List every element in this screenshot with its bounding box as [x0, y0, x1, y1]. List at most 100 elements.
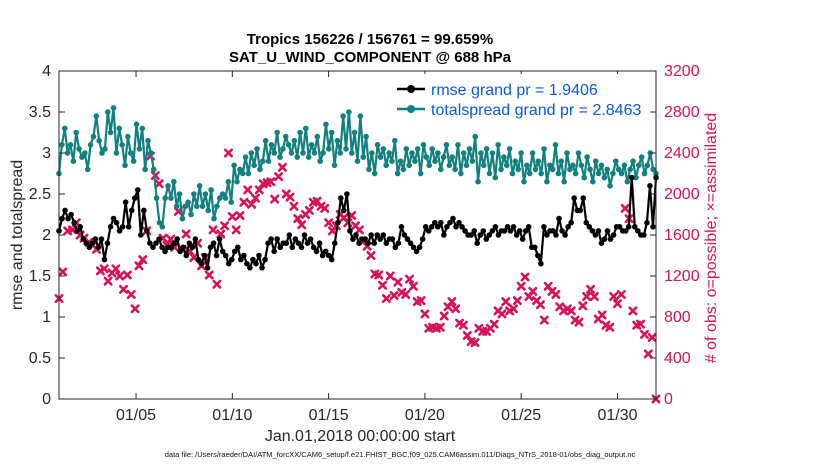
- y-right-tick-label: 400: [664, 350, 691, 367]
- totalspread-point: [475, 178, 481, 185]
- totalspread-point: [403, 146, 410, 152]
- totalspread-point: [262, 137, 269, 144]
- rmse-point: [216, 236, 223, 242]
- totalspread-point: [449, 154, 456, 160]
- rmse-point: [486, 232, 493, 238]
- assimilated-point: [566, 306, 576, 316]
- rmse-point: [504, 224, 511, 230]
- assimilated-point: [239, 197, 249, 207]
- totalspread-point: [93, 113, 100, 119]
- totalspread-point: [303, 125, 309, 132]
- assimilated-point: [223, 148, 233, 158]
- assimilated-point: [578, 301, 588, 311]
- rmse-point: [210, 240, 217, 246]
- totalspread-point: [613, 158, 619, 164]
- totalspread-point: [168, 195, 174, 201]
- y-right-tick-label: 0: [664, 391, 673, 408]
- totalspread-point: [242, 154, 249, 160]
- totalspread-point: [357, 113, 364, 119]
- rmse-point: [222, 252, 229, 259]
- assimilated-point: [204, 270, 214, 280]
- rmse-point: [522, 228, 529, 234]
- totalspread-point: [282, 133, 289, 140]
- totalspread-point: [386, 150, 392, 156]
- totalspread-point: [285, 142, 292, 148]
- rmse-point: [462, 228, 468, 234]
- totalspread-point: [179, 215, 186, 222]
- rmse-point: [371, 240, 377, 246]
- totalspread-point: [122, 162, 128, 169]
- totalspread-point: [191, 191, 197, 197]
- rmse-point: [641, 232, 647, 238]
- rmse-point: [553, 232, 559, 238]
- assimilated-point: [103, 276, 113, 286]
- totalspread-point: [317, 158, 323, 164]
- rmse-point: [431, 219, 438, 226]
- totalspread-point: [524, 162, 530, 169]
- rmse-point: [259, 265, 265, 271]
- rmse-point: [92, 236, 99, 242]
- totalspread-point: [377, 154, 384, 160]
- rmse-point: [544, 232, 550, 238]
- rmse-point: [174, 236, 180, 242]
- totalspread-point: [455, 142, 461, 148]
- totalspread-point: [159, 224, 166, 230]
- rmse-point: [538, 260, 544, 267]
- assimilated-point: [520, 272, 530, 282]
- rmse-point: [295, 240, 302, 246]
- totalspread-point: [331, 162, 338, 169]
- rmse-point: [307, 236, 314, 242]
- assimilated-point: [130, 304, 140, 314]
- totalspread-point: [575, 150, 582, 156]
- rmse-point: [635, 228, 641, 234]
- totalspread-point: [440, 154, 447, 160]
- legend-spread-label: totalspread grand pr = 2.8463: [431, 102, 641, 119]
- totalspread-point: [644, 162, 651, 169]
- rmse-point: [250, 256, 256, 263]
- assimilated-point: [381, 294, 391, 304]
- assimilated-point: [212, 279, 222, 289]
- rmse-point: [183, 252, 190, 259]
- assimilated-point: [293, 214, 303, 224]
- totalspread-point: [469, 158, 476, 164]
- assimilated-point: [235, 211, 245, 221]
- rmse-point: [471, 228, 477, 234]
- assimilated-point: [620, 203, 630, 213]
- totalspread-point: [99, 150, 105, 156]
- rmse-point: [489, 228, 496, 234]
- totalspread-point: [618, 170, 625, 177]
- assimilated-point: [115, 271, 125, 281]
- totalspread-point: [569, 162, 576, 169]
- totalspread-point: [400, 166, 407, 173]
- rmse-point: [238, 256, 244, 263]
- totalspread-point: [532, 166, 539, 173]
- totalspread-point: [288, 150, 295, 156]
- totalspread-point: [587, 166, 593, 173]
- totalspread-point: [61, 125, 68, 132]
- assimilated-point: [597, 310, 607, 320]
- rmse-point: [344, 191, 350, 197]
- totalspread-point: [337, 150, 344, 156]
- assimilated-point: [378, 280, 388, 290]
- totalspread-point: [222, 195, 229, 201]
- totalspread-point: [590, 178, 596, 185]
- assimilated-point: [354, 225, 364, 235]
- rmse-point: [189, 244, 196, 251]
- totalspread-point: [90, 133, 97, 140]
- totalspread-point: [346, 109, 352, 115]
- rmse-point: [325, 252, 332, 259]
- totalspread-point: [374, 142, 381, 148]
- assimilated-point: [227, 212, 237, 222]
- rmse-point: [207, 244, 214, 251]
- rmse-point: [195, 256, 202, 263]
- totalspread-point: [70, 158, 77, 164]
- rmse-point: [119, 224, 126, 230]
- rmse-point: [350, 236, 356, 242]
- totalspread-point: [348, 150, 355, 156]
- totalspread-point: [512, 158, 519, 164]
- assimilated-point: [628, 306, 638, 316]
- rmse-point: [141, 207, 147, 214]
- rmse-point: [65, 215, 71, 222]
- totalspread-point: [334, 137, 341, 144]
- totalspread-point: [280, 146, 286, 152]
